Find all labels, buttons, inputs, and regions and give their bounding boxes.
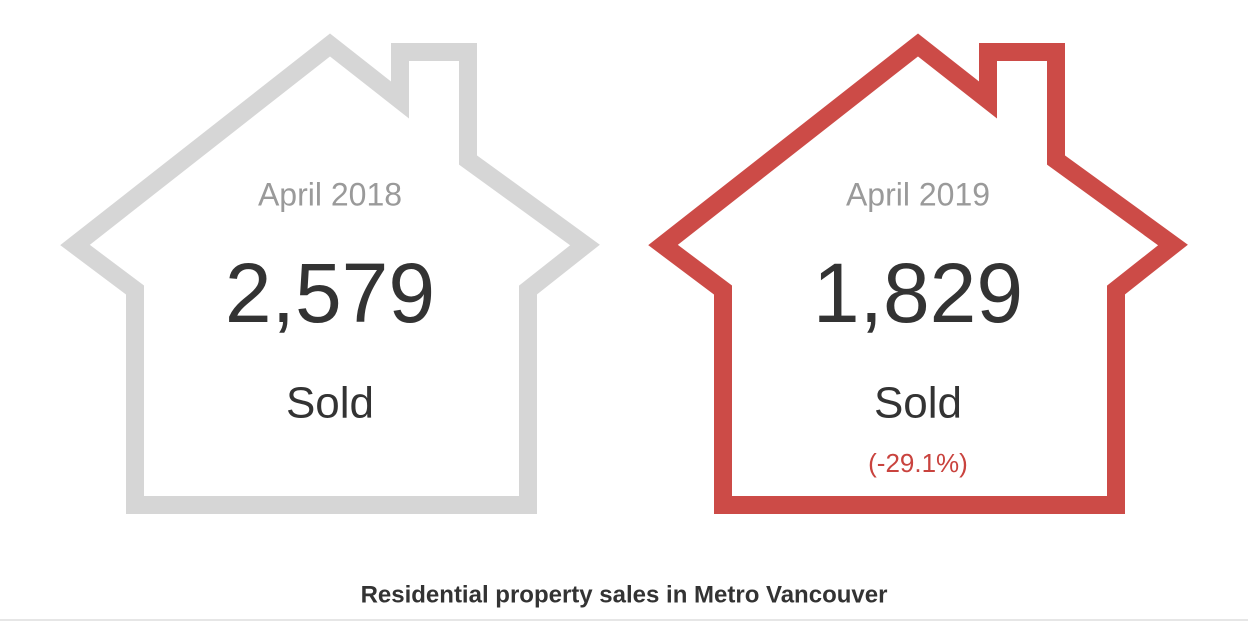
change-label: (-29.1%) [868, 448, 968, 478]
unit-label: Sold [874, 379, 962, 428]
house-outline [648, 33, 1188, 514]
period-label: April 2019 [846, 176, 990, 212]
period-label: April 2018 [258, 176, 402, 212]
sold-count: 1,829 [813, 246, 1023, 340]
house-2019 [648, 33, 1188, 514]
caption: Residential property sales in Metro Vanc… [361, 581, 888, 608]
unit-label: Sold [286, 379, 374, 428]
house-outline [60, 33, 600, 514]
house-2018 [60, 33, 600, 514]
card-texts: April 2018 2,579 Sold April 2019 1,829 Sold (-… [225, 176, 1023, 477]
sold-count: 2,579 [225, 246, 435, 340]
